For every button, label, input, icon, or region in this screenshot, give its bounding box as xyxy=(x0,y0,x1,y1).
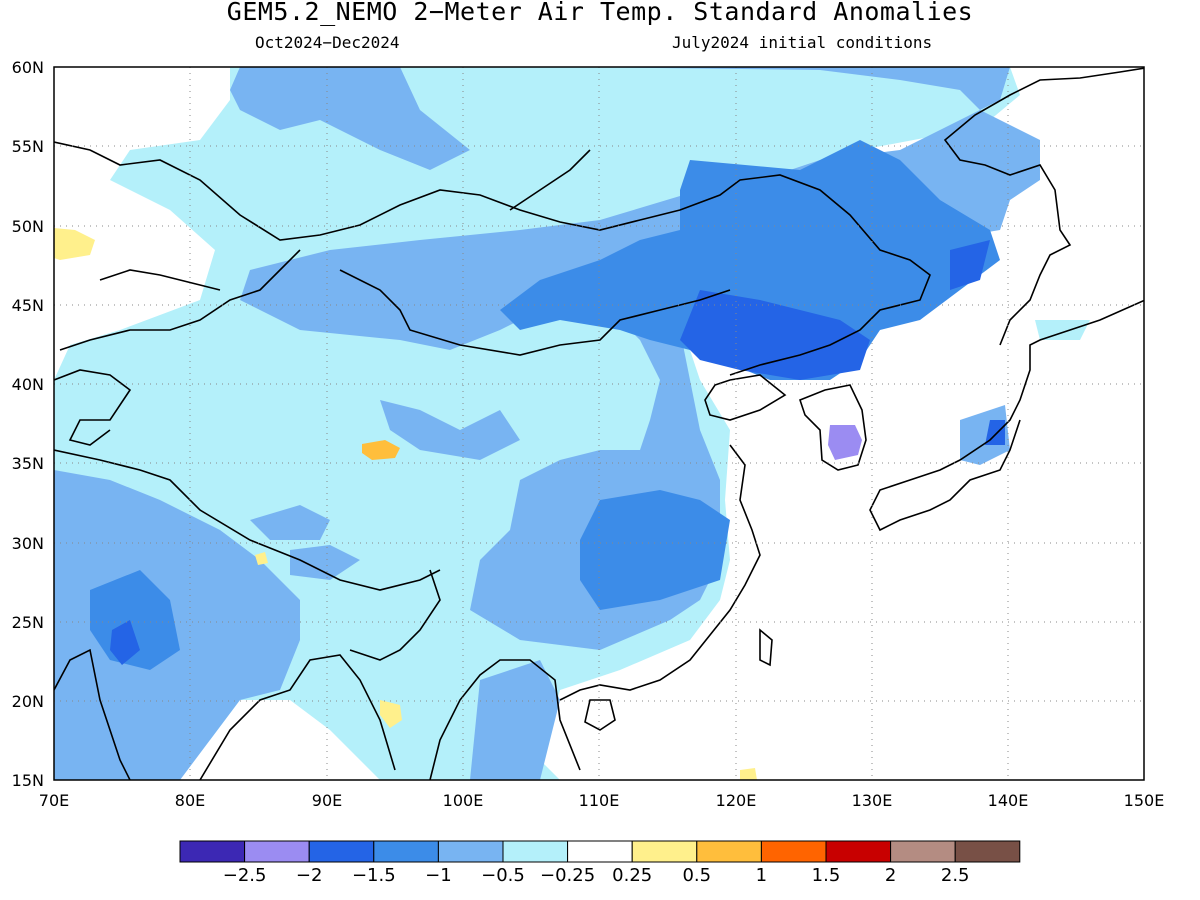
anomaly-region-dark-blue xyxy=(950,240,990,290)
lon-tick: 150E xyxy=(1124,791,1165,810)
colorbar-swatch xyxy=(373,840,439,863)
anomaly-region-mid-blue xyxy=(500,140,1000,380)
gridlines xyxy=(54,67,1144,780)
lat-tick: 20N xyxy=(12,692,44,711)
anomaly-region-dark-blue xyxy=(110,620,140,665)
colorbar-swatch xyxy=(244,840,310,863)
anomaly-region-mid-blue xyxy=(580,490,730,610)
anomaly-region-yellow xyxy=(255,552,268,565)
forecast-period: Oct2024−Dec2024 xyxy=(255,33,400,52)
lat-tick: 55N xyxy=(12,137,44,156)
lat-tick: 45N xyxy=(12,296,44,315)
lon-tick: 70E xyxy=(39,791,69,810)
map-frame xyxy=(53,66,1145,781)
colorbar-label: 0.25 xyxy=(612,865,652,886)
lat-tick: 15N xyxy=(12,771,44,790)
colorbar-swatch xyxy=(890,840,956,863)
colorbar-swatch xyxy=(696,840,762,863)
colorbar-label: −1 xyxy=(425,865,452,886)
lon-axis: 70E 80E 90E 100E 110E 120E 130E 140E 150… xyxy=(39,791,1165,810)
initial-conditions-label: July2024 initial conditions xyxy=(672,33,933,52)
lat-tick: 50N xyxy=(12,217,44,236)
anomaly-region-light-blue xyxy=(290,545,360,580)
colorbar-label: 2 xyxy=(885,865,896,886)
colorbar-label: −2 xyxy=(296,865,323,886)
anomaly-region-light-blue xyxy=(54,470,300,780)
colorbar-swatch xyxy=(308,840,375,863)
colorbar-swatch xyxy=(954,840,1021,863)
anomaly-region-lavender xyxy=(828,425,862,460)
lon-tick: 100E xyxy=(443,791,484,810)
anomaly-region-light-blue xyxy=(380,400,520,460)
anomaly-region-dark-blue xyxy=(985,420,1005,445)
colorbar: −2.5 −2 −1.5 −1 −0.5 −0.25 0.25 0.5 1 1.5 2 2.5 xyxy=(179,840,1021,886)
lat-tick: 60N xyxy=(12,58,44,77)
anomaly-region-light-blue xyxy=(230,67,470,170)
lon-tick: 80E xyxy=(175,791,205,810)
colorbar-label: −1.5 xyxy=(352,865,396,886)
colorbar-label: −2.5 xyxy=(223,865,267,886)
colorbar-label: 2.5 xyxy=(941,865,970,886)
anomaly-region-yellow xyxy=(380,700,402,728)
lon-tick: 110E xyxy=(579,791,620,810)
lat-axis: 60N 55N 50N 45N 40N 35N 30N 25N 20N 15N xyxy=(12,58,44,790)
lon-tick: 120E xyxy=(716,791,757,810)
colorbar-label: 1.5 xyxy=(812,865,841,886)
anomaly-region-light-cyan xyxy=(1035,320,1090,340)
lat-tick: 35N xyxy=(12,454,44,473)
colorbar-swatch xyxy=(567,840,633,863)
colorbar-label: −0.5 xyxy=(481,865,525,886)
colorbar-swatch xyxy=(760,840,827,863)
anomaly-region-light-blue xyxy=(470,660,560,780)
colorbar-swatch xyxy=(502,840,569,863)
anomaly-field xyxy=(54,67,1144,780)
colorbar-label: 1 xyxy=(756,865,767,886)
colorbar-swatch xyxy=(631,840,698,863)
colorbar-label: 0.5 xyxy=(682,865,711,886)
anomaly-region-dark-blue xyxy=(680,290,870,380)
anomaly-region-yellow xyxy=(740,768,757,780)
anomaly-region-yellow xyxy=(54,228,95,260)
map-title: GEM5.2_NEMO 2−Meter Air Temp. Standard A… xyxy=(226,0,974,26)
lon-tick: 130E xyxy=(852,791,893,810)
lat-tick: 40N xyxy=(12,375,44,394)
colorbar-label: −0.25 xyxy=(540,865,595,886)
colorbar-swatch xyxy=(179,840,246,863)
lon-tick: 140E xyxy=(988,791,1029,810)
anomaly-region-light-blue xyxy=(250,505,330,540)
lon-tick: 90E xyxy=(312,791,342,810)
anomaly-region-orange xyxy=(362,440,400,460)
lat-tick: 25N xyxy=(12,613,44,632)
colorbar-swatch xyxy=(437,840,504,863)
colorbar-swatch xyxy=(825,840,892,863)
lat-tick: 30N xyxy=(12,534,44,553)
